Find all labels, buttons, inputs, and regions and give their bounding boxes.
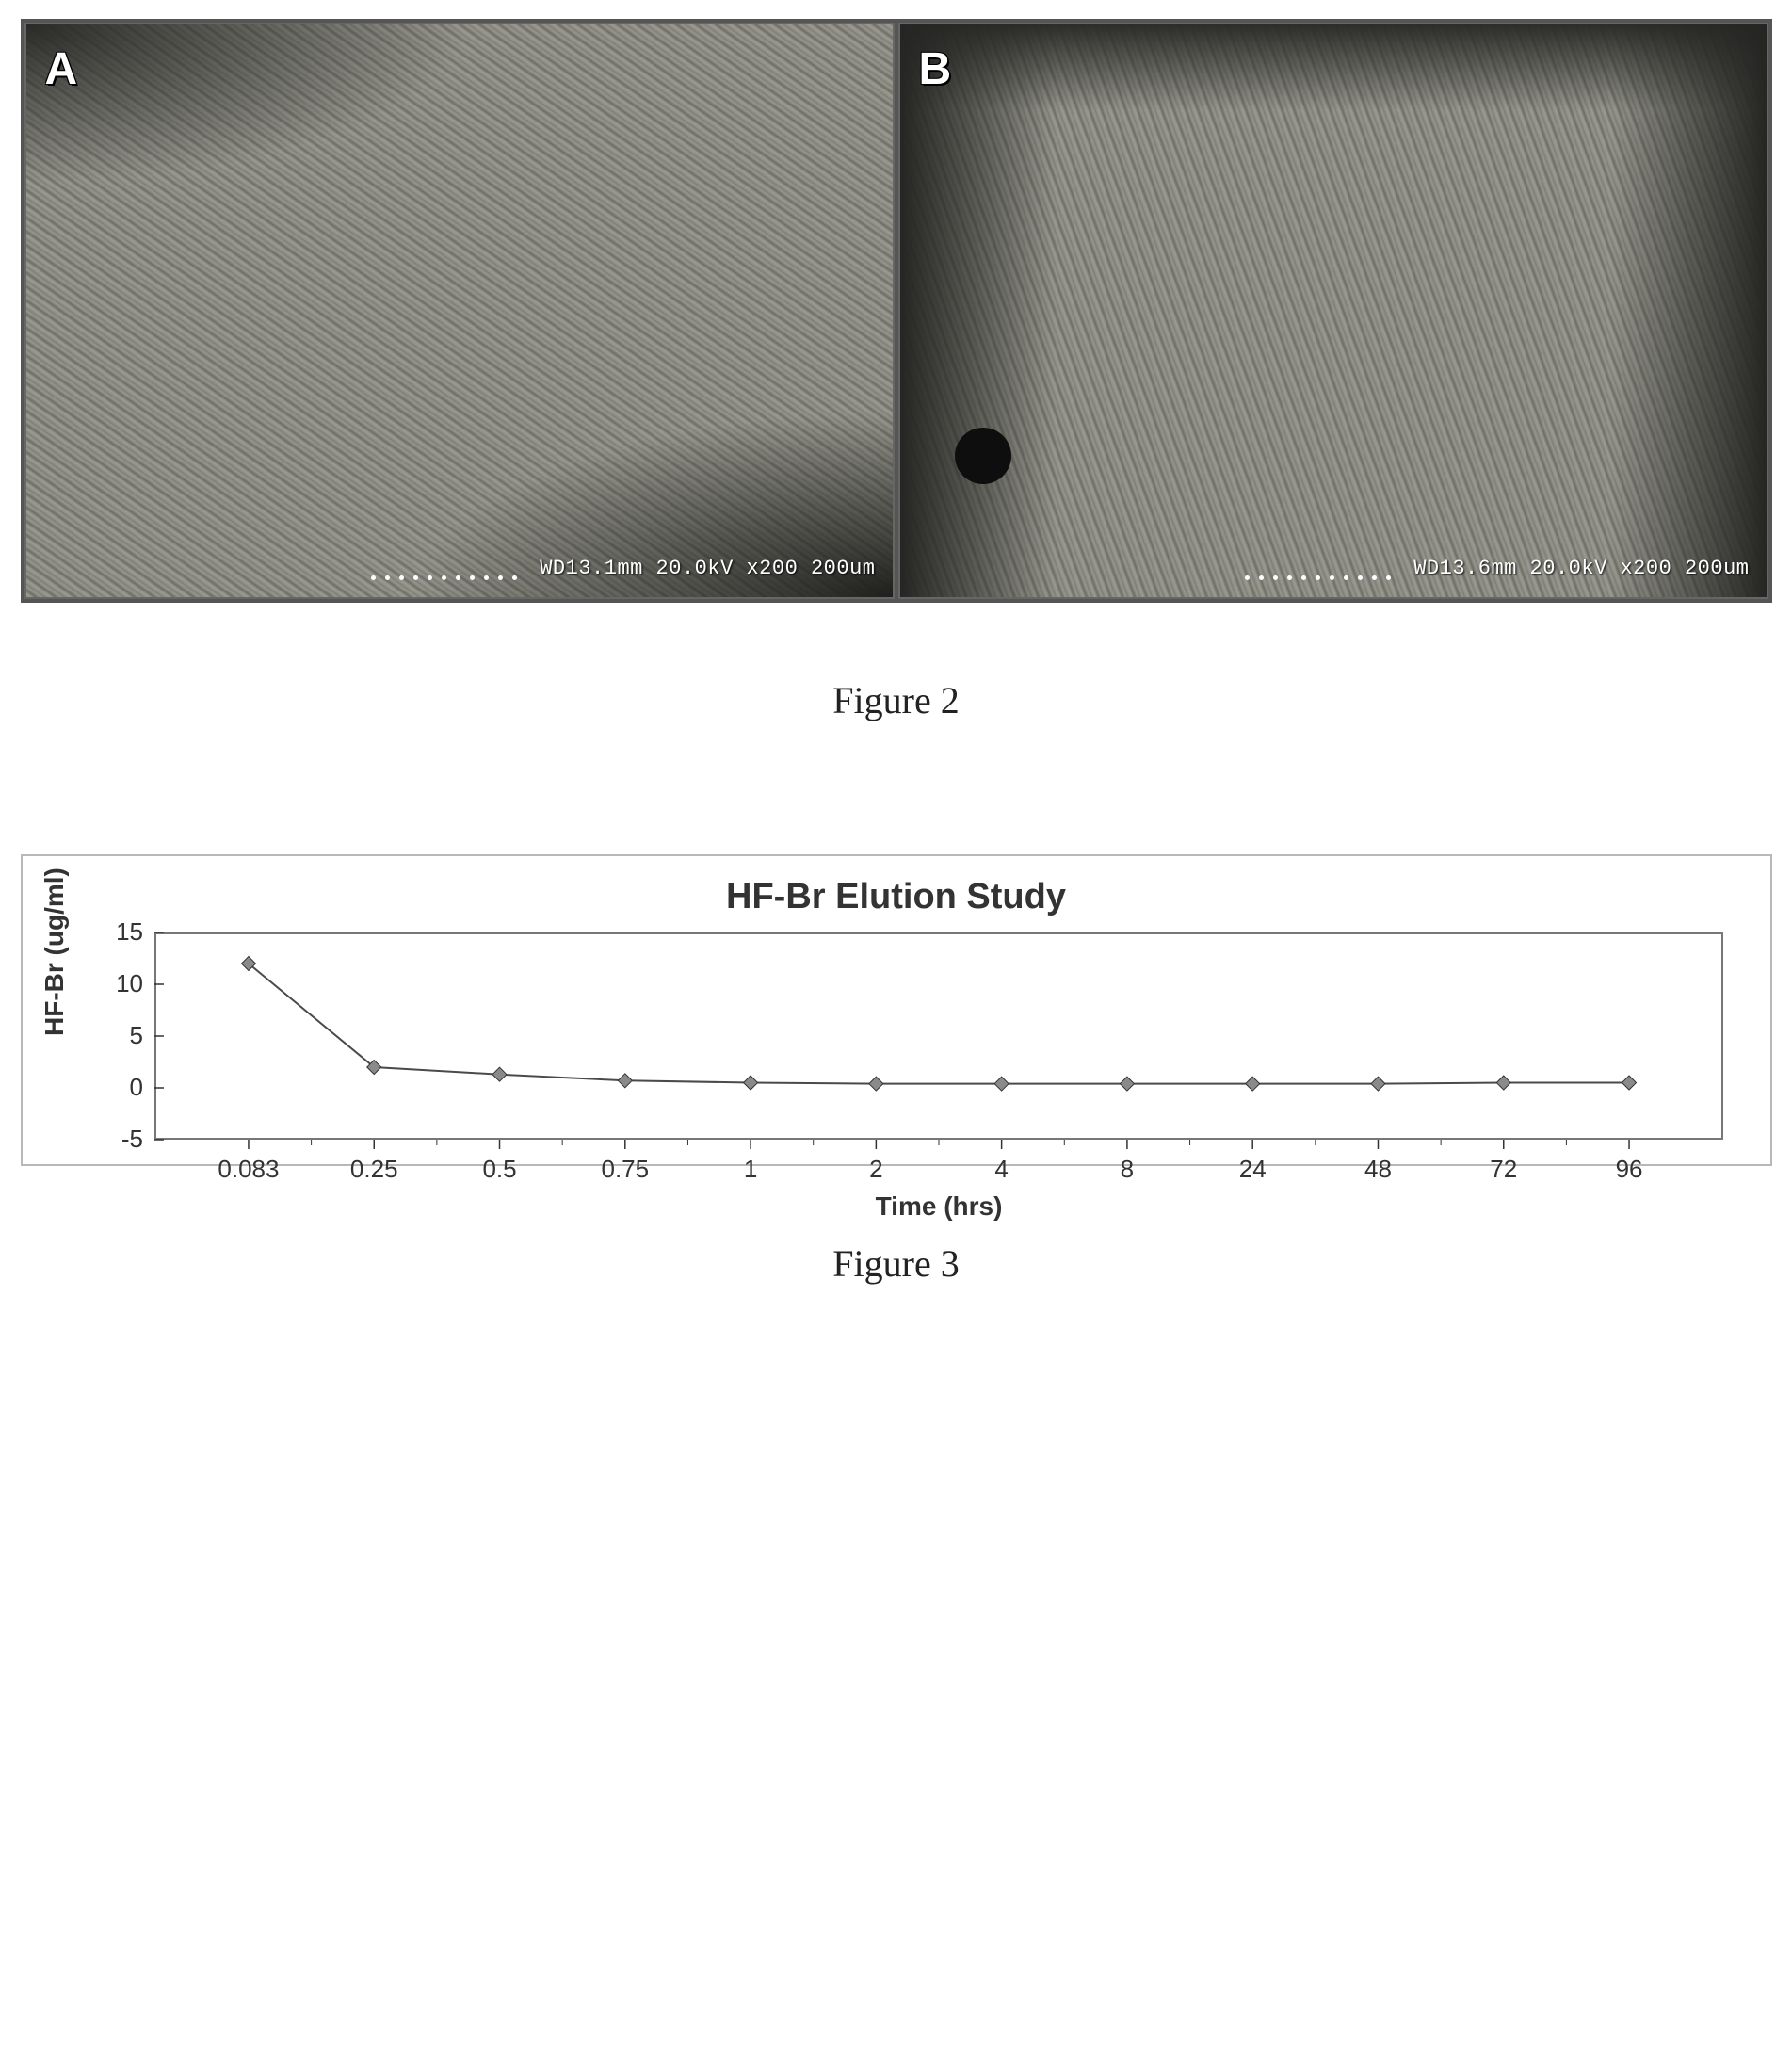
svg-text:Time (hrs): Time (hrs): [875, 1191, 1002, 1221]
panel-letter-a: A: [45, 43, 78, 95]
panel-letter-b: B: [919, 43, 952, 95]
sem-caption-a: WD13.1mm 20.0kV x200 200um: [371, 557, 875, 580]
chart-plot-area: [154, 932, 1723, 1140]
micrograph-panel-a: A WD13.1mm 20.0kV x200 200um: [24, 23, 895, 599]
figure2-micrograph-row: A WD13.1mm 20.0kV x200 200um B WD13.6mm …: [21, 19, 1772, 603]
svg-text:10: 10: [116, 969, 143, 997]
svg-text:1: 1: [743, 1155, 756, 1183]
svg-text:5: 5: [129, 1021, 142, 1049]
svg-text:0.5: 0.5: [482, 1155, 516, 1183]
svg-text:0.083: 0.083: [218, 1155, 279, 1183]
svg-text:72: 72: [1490, 1155, 1517, 1183]
shadow-region: [900, 24, 1767, 597]
chart-title: HF-Br Elution Study: [51, 877, 1742, 917]
svg-text:0.25: 0.25: [349, 1155, 397, 1183]
sem-image-b: [900, 24, 1767, 597]
svg-text:0.75: 0.75: [601, 1155, 649, 1183]
figure2-caption: Figure 2: [21, 678, 1772, 722]
sem-caption-text: WD13.6mm 20.0kV x200 200um: [1413, 557, 1749, 580]
svg-text:4: 4: [994, 1155, 1008, 1183]
svg-text:24: 24: [1238, 1155, 1266, 1183]
scalebar-dots-icon: [1245, 575, 1391, 580]
micrograph-panel-b: B WD13.6mm 20.0kV x200 200um: [898, 23, 1768, 599]
svg-text:96: 96: [1615, 1155, 1642, 1183]
sem-image-a: [26, 24, 893, 597]
sem-caption-b: WD13.6mm 20.0kV x200 200um: [1245, 557, 1749, 580]
svg-text:-5: -5: [121, 1125, 142, 1153]
figure3-caption: Figure 3: [21, 1241, 1772, 1286]
scalebar-dots-icon: [371, 575, 517, 580]
svg-text:15: 15: [116, 917, 143, 946]
svg-text:48: 48: [1364, 1155, 1392, 1183]
svg-text:2: 2: [869, 1155, 882, 1183]
sem-caption-text: WD13.1mm 20.0kV x200 200um: [540, 557, 875, 580]
chart-outer-frame: HF-Br Elution Study HF-Br (ug/ml) -5 0 5 10…: [21, 854, 1772, 1166]
y-axis-label: HF-Br (ug/ml): [40, 867, 70, 1036]
dark-spot-icon: [955, 428, 1011, 484]
shadow-region: [26, 24, 503, 196]
svg-text:0: 0: [129, 1073, 142, 1101]
figure3-container: HF-Br Elution Study HF-Br (ug/ml) -5 0 5 10…: [21, 854, 1772, 1166]
svg-text:8: 8: [1120, 1155, 1133, 1183]
